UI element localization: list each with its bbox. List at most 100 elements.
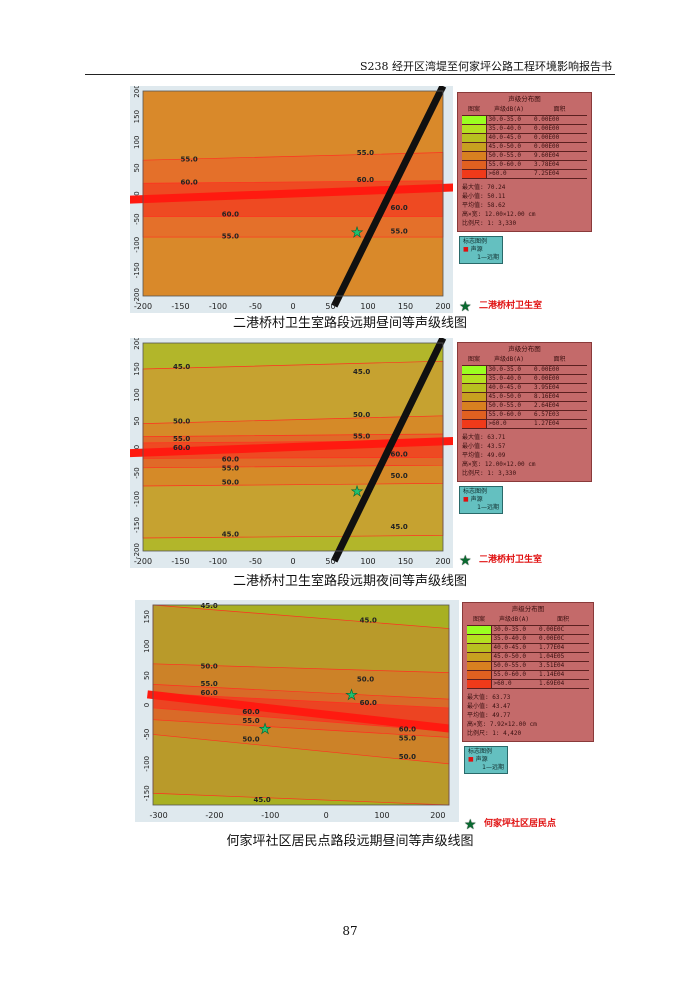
noise-contour-map: ★ 55.0 55.0 60.0 60.0 60.0 60.0 55.0 55.0 -200 -15… xyxy=(130,86,453,313)
y-tick-label: 150 xyxy=(143,610,151,623)
sign-legend-period: 1—远期 xyxy=(482,764,504,771)
legend-area: 3.78E04 xyxy=(532,160,587,170)
y-tick-label: -150 xyxy=(133,262,141,278)
legend-level: 55.0-60.0 xyxy=(486,160,532,170)
source-marker-icon: ■ xyxy=(463,246,469,253)
legend-area: 0.00E0C xyxy=(537,625,589,635)
stat-value: 49.09 xyxy=(487,452,506,459)
y-tick-label: 50 xyxy=(133,163,141,172)
legend-row: 55.0-60.0 6.57E03 xyxy=(462,410,587,420)
legend-stat-scale: 比例尺: 1: 4,420 xyxy=(467,729,589,738)
y-tick-label: -150 xyxy=(143,785,151,801)
legend-swatch xyxy=(462,383,487,393)
stat-value: 1: 4,420 xyxy=(492,730,522,737)
contour-label: 55.0 xyxy=(222,233,239,241)
figure-caption: 二港桥村卫生室路段远期昼间等声级线图 xyxy=(232,316,467,331)
x-tick-label: 100 xyxy=(360,557,375,566)
legend-swatch xyxy=(467,625,492,635)
page-number: 87 xyxy=(342,924,358,938)
legend-col-pattern: 图案 xyxy=(462,354,486,366)
contour-label: 45.0 xyxy=(254,796,271,804)
sign-legend-period: 1—远期 xyxy=(477,504,499,511)
receptor-star-icon: ★ xyxy=(351,225,364,241)
legend-row: >60.0 1.69E04 xyxy=(467,679,589,689)
y-tick-label: -50 xyxy=(133,467,141,478)
sign-legend-source: ■ 声源 xyxy=(463,246,499,254)
y-tick-label: 100 xyxy=(133,136,141,149)
stat-value: 70.24 xyxy=(487,184,506,191)
legend-level: >60.0 xyxy=(486,169,532,179)
legend-swatch xyxy=(462,419,487,429)
x-tick-label: -100 xyxy=(209,557,227,566)
legend-level: 55.0-60.0 xyxy=(491,670,537,680)
header-rule xyxy=(85,74,615,75)
legend-level: 55.0-60.0 xyxy=(486,410,532,420)
legend-stat-avg: 平均值: 58.62 xyxy=(462,201,587,210)
legend-level: 50.0-55.0 xyxy=(486,151,532,161)
legend-level: 35.0-40.0 xyxy=(491,634,537,644)
sound-level-legend: 声级分布图 图案 声级dB(A) 面积 30.0-35.0 0.00E0C 35.0-40.… xyxy=(462,602,594,742)
contour-label: 60.0 xyxy=(222,456,239,464)
legend-swatch xyxy=(462,410,487,420)
legend-col-level: 声级dB(A) xyxy=(491,614,537,626)
stat-label: 高×宽: xyxy=(467,721,487,728)
site-star-icon: ★ xyxy=(459,298,472,315)
contour-label: 45.0 xyxy=(353,368,370,376)
contour-label: 55.0 xyxy=(357,149,374,157)
legend-swatch xyxy=(467,643,492,653)
contour-label: 50.0 xyxy=(222,478,239,486)
contour-label: 45.0 xyxy=(173,363,190,371)
legend-swatch xyxy=(462,124,487,134)
contour-label: 50.0 xyxy=(391,472,408,480)
legend-swatch xyxy=(467,670,492,680)
legend-level: 50.0-55.0 xyxy=(491,661,537,671)
x-tick-label: -200 xyxy=(134,557,152,566)
legend-area: 3.95E04 xyxy=(532,383,587,393)
stat-label: 比例尺: xyxy=(462,220,484,227)
legend-area: 3.51E04 xyxy=(537,661,589,671)
legend-area: 1.27E04 xyxy=(532,419,587,429)
running-header: S238 经开区湾堤至何家坪公路工程环境影响报告书 xyxy=(359,60,612,73)
legend-swatch xyxy=(462,374,487,384)
y-tick-label: -50 xyxy=(133,213,141,224)
site-label: 二港桥村卫生室 xyxy=(479,301,543,311)
legend-area: 0.00E00 xyxy=(532,142,587,152)
x-tick-label: 50 xyxy=(325,302,335,311)
contour-label: 45.0 xyxy=(200,602,217,610)
legend-title: 声级分布图 xyxy=(508,345,541,353)
road-source-line xyxy=(130,436,453,458)
stat-value: 43.57 xyxy=(487,443,506,450)
contour-label: 50.0 xyxy=(399,753,416,761)
x-tick-label: -200 xyxy=(134,302,152,311)
legend-col-area: 面积 xyxy=(537,614,589,626)
sign-legend-title: 标志图例 xyxy=(463,238,488,245)
legend-level: 30.0-35.0 xyxy=(491,625,537,635)
legend-row: 55.0-60.0 1.14E04 xyxy=(467,670,589,680)
legend-area: 9.60E04 xyxy=(532,151,587,161)
legend-stat-min: 最小值: 43.47 xyxy=(467,702,589,711)
stat-label: 最大值: xyxy=(462,184,484,191)
legend-area: 0.00E00 xyxy=(532,115,587,125)
contour-label: 55.0 xyxy=(242,717,259,725)
stat-label: 平均值: xyxy=(462,202,484,209)
legend-col-pattern: 图案 xyxy=(467,614,491,626)
y-tick-label: 50 xyxy=(143,671,151,680)
contour-label: 50.0 xyxy=(353,411,370,419)
contour-label: 55.0 xyxy=(181,156,198,164)
legend-row: 45.0-50.0 8.16E04 xyxy=(462,392,587,402)
legend-area: 1.14E04 xyxy=(537,670,589,680)
x-tick-label: 0 xyxy=(324,811,329,820)
contour-label: 55.0 xyxy=(391,227,408,235)
stat-value: 43.47 xyxy=(492,703,511,710)
legend-row: 45.0-50.0 0.00E00 xyxy=(462,142,587,152)
legend-level: 40.0-45.0 xyxy=(486,383,532,393)
contour-label: 60.0 xyxy=(391,204,408,212)
plot-frame xyxy=(142,342,444,552)
contour-label: 55.0 xyxy=(222,465,239,473)
stat-value: 49.77 xyxy=(492,712,511,719)
x-tick-label: -100 xyxy=(209,302,227,311)
legend-area: 0.00E00 xyxy=(532,374,587,384)
stat-value: 1: 3,330 xyxy=(487,220,517,227)
legend-swatch xyxy=(462,169,487,179)
